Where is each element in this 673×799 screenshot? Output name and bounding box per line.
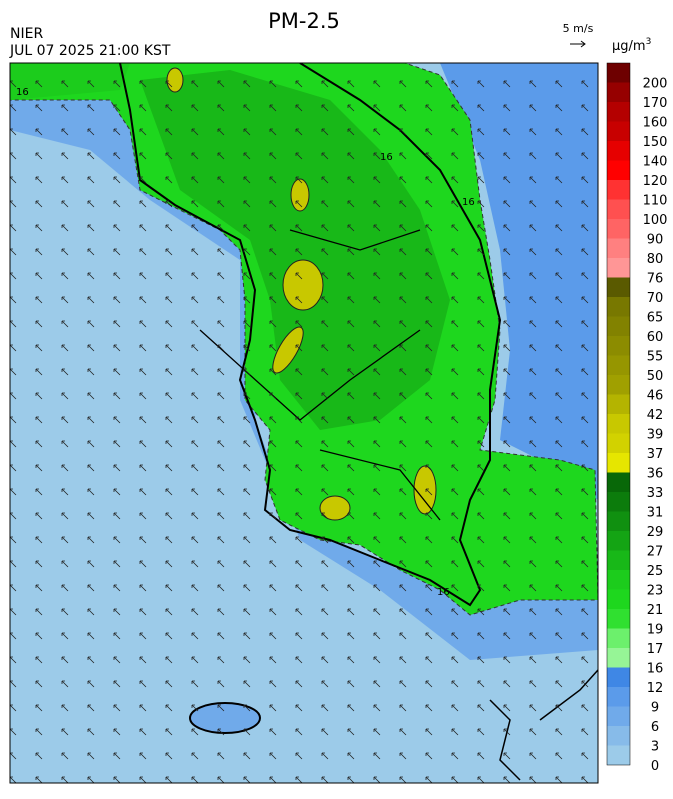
colorbar-cell: [607, 277, 630, 297]
colorbar-cell: [607, 667, 630, 687]
colorbar-cell: [607, 316, 630, 336]
colorbar-label: 3: [651, 740, 659, 755]
colorbar-cell: [607, 394, 630, 414]
colorbar-cell: [607, 160, 630, 180]
datetime: JUL 07 2025 21:00 KST: [9, 43, 171, 59]
colorbar-label: 60: [647, 330, 664, 345]
colorbar-cell: [607, 511, 630, 531]
colorbar-label: 31: [647, 506, 664, 521]
colorbar-label: 33: [647, 486, 664, 501]
unit-sup: 3: [646, 37, 652, 47]
colorbar-label: 170: [643, 96, 668, 111]
colorbar-cell: [607, 648, 630, 668]
colorbar-cell: [607, 63, 630, 83]
colorbar-cell: [607, 82, 630, 102]
colorbar-cell: [607, 550, 630, 570]
colorbar-cell: [607, 531, 630, 551]
colorbar-cell: [607, 121, 630, 141]
colorbar-label: 16: [647, 662, 664, 677]
colorbar-cell: [607, 238, 630, 258]
colorbar-cell: [607, 180, 630, 200]
colorbar-label: 37: [647, 447, 664, 462]
title: PM-2.5: [268, 9, 340, 33]
colorbar-cell: [607, 472, 630, 492]
contour-label: 16: [380, 152, 393, 163]
colorbar-label: 42: [647, 408, 664, 423]
wind-arrows: [10, 63, 598, 783]
contour-label: 16: [16, 87, 29, 98]
colorbar-label: 140: [643, 155, 668, 170]
colorbar-cell: [607, 628, 630, 648]
colorbar-label: 6: [651, 720, 659, 735]
colorbar-cell: [607, 414, 630, 434]
colorbar-label: 50: [647, 369, 664, 384]
colorbar-cell: [607, 375, 630, 395]
colorbar-cell: [607, 706, 630, 726]
colorbar-cell: [607, 219, 630, 239]
colorbar-label: 65: [647, 311, 664, 326]
map: [10, 63, 598, 783]
unit: μg/m3: [612, 37, 651, 54]
unit-base: μg/m: [612, 39, 646, 54]
map-frame: [9, 62, 599, 784]
colorbar-frame: [606, 62, 631, 766]
wind-scale-label: 5 m/s: [563, 22, 594, 35]
colorbar-label: 90: [647, 233, 664, 248]
colorbar-cell: [607, 745, 630, 765]
colorbar-cell: [607, 589, 630, 609]
colorbar-cell: [607, 433, 630, 453]
colorbar-cell: [607, 102, 630, 122]
colorbar-label: 17: [647, 642, 664, 657]
colorbar-label: 27: [647, 545, 664, 560]
colorbar-label: 36: [647, 467, 664, 482]
colorbar-label: 76: [647, 272, 664, 287]
colorbar-label: 120: [643, 174, 668, 189]
colorbar: 0369121617192123252729313336373942465055…: [606, 62, 668, 774]
colorbar-label: 12: [647, 681, 664, 696]
colorbar-label: 39: [647, 428, 664, 443]
colorbar-label: 100: [643, 213, 668, 228]
wind-scale-arrow: [570, 40, 586, 48]
contour-label: 16: [437, 587, 450, 598]
colorbar-cell: [607, 336, 630, 356]
contour-label: 16: [462, 197, 475, 208]
colorbar-label: 21: [647, 603, 664, 618]
colorbar-cell: [607, 726, 630, 746]
colorbar-cell: [607, 687, 630, 707]
colorbar-label: 9: [651, 701, 659, 716]
colorbar-label: 0: [651, 759, 659, 774]
colorbar-cell: [607, 453, 630, 473]
colorbar-cell: [607, 609, 630, 629]
colorbar-label: 55: [647, 350, 664, 365]
colorbar-label: 23: [647, 584, 664, 599]
colorbar-label: 160: [643, 116, 668, 131]
colorbar-label: 70: [647, 291, 664, 306]
colorbar-label: 29: [647, 525, 664, 540]
colorbar-label: 110: [643, 194, 668, 209]
colorbar-label: 150: [643, 135, 668, 150]
colorbar-label: 19: [647, 623, 664, 638]
colorbar-cell: [607, 570, 630, 590]
colorbar-cell: [607, 492, 630, 512]
colorbar-label: 25: [647, 564, 664, 579]
colorbar-cell: [607, 258, 630, 278]
colorbar-cell: [607, 355, 630, 375]
colorbar-label: 80: [647, 252, 664, 267]
colorbar-cell: [607, 199, 630, 219]
colorbar-label: 200: [643, 77, 668, 92]
source: NIER: [10, 26, 43, 42]
colorbar-cell: [607, 297, 630, 317]
colorbar-cell: [607, 141, 630, 161]
colorbar-label: 46: [647, 389, 664, 404]
